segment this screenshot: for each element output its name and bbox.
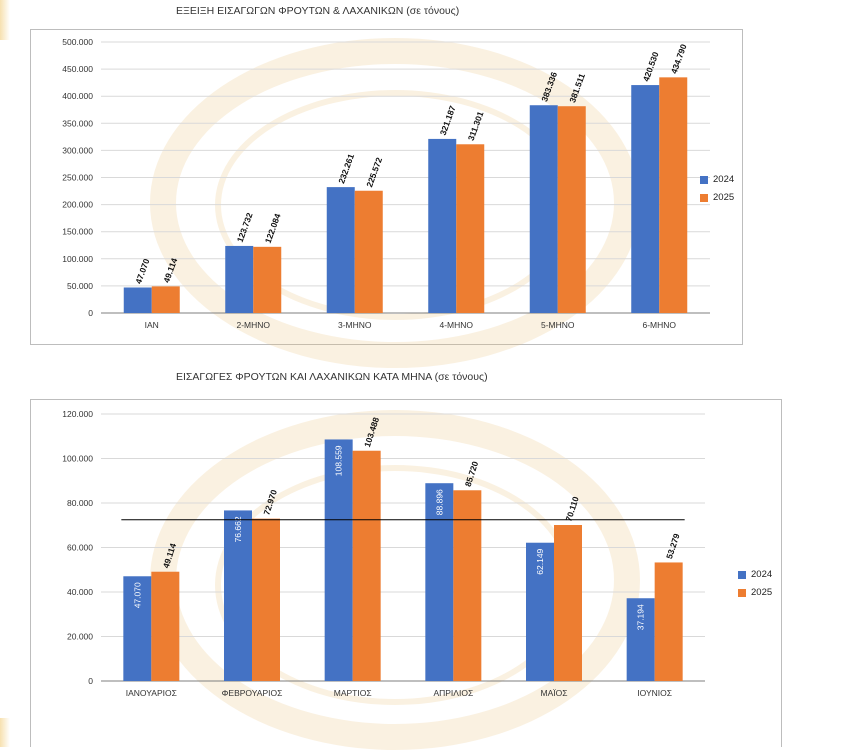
c2-data-label-2024: 47.070 bbox=[132, 582, 142, 608]
c1-ytick-label: 300.000 bbox=[62, 145, 93, 155]
c1-category-label: IAN bbox=[145, 320, 159, 330]
c2-data-label-2025: 53.279 bbox=[664, 532, 682, 560]
c1-bar-2025 bbox=[253, 246, 282, 313]
c1-bar-2024 bbox=[123, 287, 152, 313]
c2-data-label-2025: 70.110 bbox=[563, 495, 580, 523]
c1-category-label: 3-MHNO bbox=[338, 320, 372, 330]
legend-item-2024: 2024 bbox=[700, 174, 734, 185]
c1-bar-2024 bbox=[428, 138, 457, 313]
c1-bar-2024 bbox=[529, 105, 558, 313]
c1-ytick-label: 0 bbox=[88, 308, 93, 318]
c1-data-label-2025: 311.301 bbox=[466, 110, 486, 142]
c1-ytick-label: 150.000 bbox=[62, 227, 93, 237]
c2-data-label-2024: 62.149 bbox=[535, 548, 545, 574]
c2-category-label: ΙΑΝΟΥΑΡΙΟΣ bbox=[126, 688, 177, 698]
c2-ytick-label: 100.000 bbox=[62, 454, 93, 464]
c1-category-label: 5-MHNO bbox=[541, 320, 575, 330]
c1-ytick-label: 200.000 bbox=[62, 200, 93, 210]
c2-bar-2024 bbox=[324, 439, 353, 681]
c2-bar-2024 bbox=[425, 483, 454, 681]
c2-data-label-2024: 76.662 bbox=[233, 516, 243, 542]
c1-data-label-2025: 49.114 bbox=[161, 256, 179, 284]
c1-ytick-label: 450.000 bbox=[62, 64, 93, 74]
legend-item-2024: 2024 bbox=[738, 569, 772, 580]
c2-data-label-2024: 37.194 bbox=[636, 604, 646, 630]
chart1-legend: 2024 2025 bbox=[700, 174, 734, 210]
c1-category-label: 2-MHNO bbox=[236, 320, 270, 330]
c2-bar-2024 bbox=[123, 576, 152, 681]
c2-bar-2025 bbox=[252, 518, 280, 681]
c2-ytick-label: 20.000 bbox=[67, 632, 93, 642]
legend-label-2025: 2025 bbox=[751, 587, 773, 598]
legend-item-2025: 2025 bbox=[700, 192, 734, 203]
legend-swatch-2025 bbox=[738, 588, 746, 597]
c1-category-label: 4-MHNO bbox=[439, 320, 473, 330]
c1-data-label-2024: 383.336 bbox=[539, 70, 559, 103]
c1-data-label-2024: 232.261 bbox=[336, 152, 356, 185]
c1-data-label-2024: 123.732 bbox=[235, 211, 255, 244]
legend-swatch-2024 bbox=[738, 570, 746, 579]
c1-ytick-label: 500.000 bbox=[62, 37, 93, 47]
c1-ytick-label: 100.000 bbox=[62, 254, 93, 264]
c2-bar-2024 bbox=[526, 542, 554, 681]
c2-bar-2025 bbox=[352, 450, 381, 681]
c2-category-label: ΦΕΒΡΟΥΑΡΙΟΣ bbox=[222, 688, 283, 698]
c2-ytick-label: 80.000 bbox=[67, 498, 93, 508]
chart2-legend: 2024 2025 bbox=[738, 569, 772, 605]
c2-ytick-label: 40.000 bbox=[67, 587, 93, 597]
c2-ytick-label: 0 bbox=[88, 676, 93, 686]
c1-category-label: 6-MHNO bbox=[642, 320, 676, 330]
c1-bar-2025 bbox=[151, 286, 180, 313]
c1-ytick-label: 50.000 bbox=[67, 281, 93, 291]
c1-data-label-2024: 321.187 bbox=[438, 104, 458, 137]
c1-bar-2025 bbox=[659, 77, 688, 314]
legend-label-2024: 2024 bbox=[713, 174, 735, 185]
c2-data-label-2025: 85.720 bbox=[463, 460, 481, 488]
c1-bar-2025 bbox=[354, 190, 383, 313]
c2-ytick-label: 60.000 bbox=[67, 543, 93, 553]
c2-bar-2025 bbox=[654, 562, 683, 681]
c2-bar-2024 bbox=[626, 598, 655, 681]
c2-category-label: ΜΑΡΤΙΟΣ bbox=[334, 688, 372, 698]
c2-data-label-2024: 88.896 bbox=[434, 489, 444, 515]
legend-item-2025: 2025 bbox=[738, 587, 772, 598]
c1-bar-2024 bbox=[326, 187, 355, 313]
c1-data-label-2025: 122.084 bbox=[263, 212, 283, 245]
c1-data-label-2024: 420.530 bbox=[641, 50, 661, 83]
legend-label-2025: 2025 bbox=[713, 192, 735, 203]
c1-bar-2025 bbox=[456, 144, 485, 313]
legend-swatch-2024 bbox=[700, 175, 708, 184]
c2-ytick-label: 120.000 bbox=[62, 409, 93, 419]
c1-data-label-2025: 434.790 bbox=[669, 42, 689, 75]
c2-category-label: ΑΠΡΙΛΙΟΣ bbox=[433, 688, 473, 698]
c1-data-label-2025: 225.572 bbox=[364, 156, 384, 189]
c2-bar-2024 bbox=[224, 510, 252, 681]
c1-ytick-label: 250.000 bbox=[62, 173, 93, 183]
c1-ytick-label: 400.000 bbox=[62, 91, 93, 101]
c2-data-label-2025: 72.970 bbox=[261, 488, 279, 516]
c2-bar-2025 bbox=[151, 571, 180, 681]
c2-data-label-2025: 103.488 bbox=[362, 416, 381, 449]
c2-data-label-2024: 108.559 bbox=[334, 445, 344, 476]
c2-bar-2025 bbox=[554, 525, 582, 681]
c2-data-label-2025: 49.114 bbox=[161, 542, 178, 570]
c1-bar-2025 bbox=[557, 106, 586, 313]
c1-data-label-2025: 381.511 bbox=[567, 72, 587, 104]
c2-category-label: ΜΑΪΟΣ bbox=[541, 688, 568, 698]
c2-bar-2025 bbox=[453, 490, 482, 681]
chart1-title: ΕΞΕΙΞΗ ΕΙΣΑΓΩΓΩΝ ΦΡΟΥΤΩΝ & ΛΑΧΑΝΙΚΩΝ (σε… bbox=[176, 5, 460, 17]
c1-ytick-label: 350.000 bbox=[62, 118, 93, 128]
legend-swatch-2025 bbox=[700, 193, 708, 202]
legend-label-2024: 2024 bbox=[751, 569, 773, 580]
c1-bar-2024 bbox=[631, 85, 660, 313]
c1-data-label-2024: 47.070 bbox=[133, 257, 151, 285]
c1-bar-2024 bbox=[225, 245, 254, 313]
c2-category-label: ΙΟΥΝΙΟΣ bbox=[637, 688, 672, 698]
chart2-title: ΕΙΣΑΓΩΓΕΣ ΦΡΟΥΤΩΝ ΚΑΙ ΛΑΧΑΝΙΚΩΝ ΚΑΤΑ ΜΗΝ… bbox=[176, 371, 488, 383]
